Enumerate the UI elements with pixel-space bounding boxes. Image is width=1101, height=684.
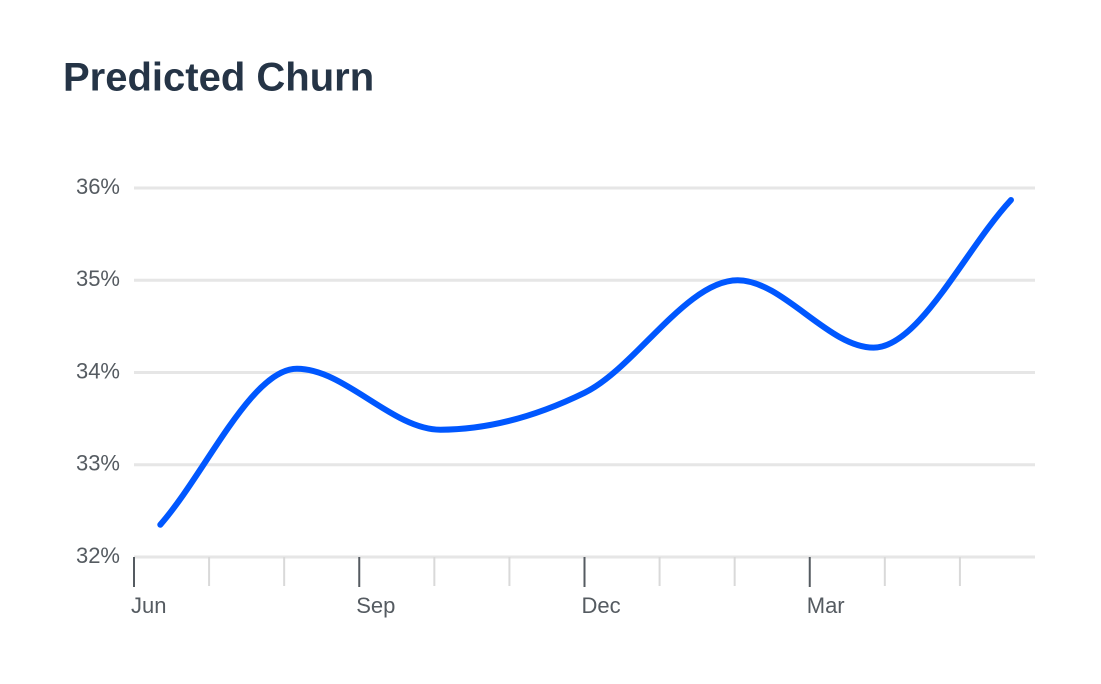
y-tick-label: 32% xyxy=(76,543,120,568)
y-tick-label: 35% xyxy=(76,266,120,291)
y-tick-label: 33% xyxy=(76,451,120,476)
chart-title: Predicted Churn xyxy=(63,56,374,100)
x-tick-label: Sep xyxy=(356,593,395,618)
y-tick-label: 34% xyxy=(76,358,120,383)
x-tick-label: Jun xyxy=(131,593,166,618)
y-tick-label: 36% xyxy=(76,174,120,199)
line xyxy=(157,196,1014,528)
x-tick-label: Mar xyxy=(807,593,845,618)
x-tick-label: Dec xyxy=(582,593,621,618)
